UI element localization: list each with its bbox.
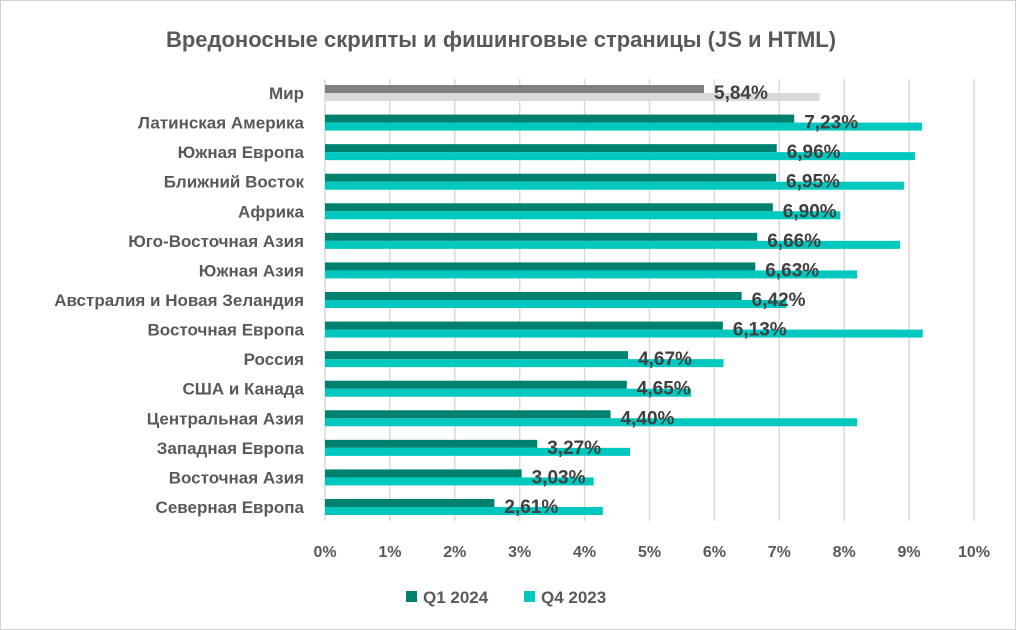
bar-q1-2024	[325, 232, 758, 241]
legend-label: Q4 2023	[541, 588, 606, 607]
bar-q1-2024	[325, 292, 742, 300]
bar-q1-2024	[325, 439, 538, 448]
bar-q1-2024	[325, 351, 629, 360]
bar-q4-2023	[325, 359, 724, 368]
x-tick-label: 4%	[573, 544, 596, 561]
bar-q4-2023	[325, 447, 631, 456]
bar-q1-2024	[325, 410, 611, 419]
bar-q1-2024	[325, 499, 495, 507]
category-label: Латинская Америка	[138, 114, 305, 133]
x-tick-label: 1%	[378, 544, 401, 561]
bar-q1-2024	[325, 173, 777, 182]
data-label: 2,61%	[504, 497, 558, 518]
category-label: Западная Европа	[157, 439, 305, 458]
bar-q4-2023	[325, 152, 915, 161]
category-label: Восточная Европа	[148, 321, 305, 340]
category-label: Южная Европа	[178, 143, 305, 162]
category-label: Юго-Восточная Азия	[128, 232, 304, 251]
category-label: США и Канада	[182, 380, 304, 399]
bar-q4-2023	[325, 388, 692, 397]
bar-q4-2023	[325, 270, 858, 279]
bar-q1-2024	[325, 203, 773, 212]
data-label: 6,95%	[786, 172, 840, 193]
legend-label: Q1 2024	[423, 588, 489, 607]
bar-q1-2024	[325, 144, 777, 153]
data-label: 4,40%	[621, 408, 675, 429]
bar-q4-2023	[325, 418, 858, 427]
category-label: Австралия и Новая Зеландия	[54, 291, 304, 310]
data-label: 3,03%	[532, 467, 586, 488]
x-tick-label: 5%	[638, 544, 661, 561]
data-label: 6,96%	[787, 142, 841, 163]
data-label: 7,23%	[804, 113, 858, 134]
data-label: 6,13%	[733, 320, 787, 341]
category-label: Ближний Восток	[164, 173, 305, 192]
category-label: Южная Азия	[199, 261, 304, 280]
bar-q1-2024	[325, 380, 627, 389]
category-label: Северная Европа	[156, 498, 305, 517]
bar-q4-2023	[325, 181, 904, 190]
x-tick-label: 8%	[833, 544, 856, 561]
x-tick-label: 6%	[703, 544, 726, 561]
bar-q4-2023	[325, 122, 923, 131]
data-label: 6,42%	[752, 290, 806, 311]
data-label: 6,90%	[783, 201, 837, 222]
bar-q1-2024	[325, 85, 705, 93]
x-tick-label: 9%	[898, 544, 921, 561]
category-label: Восточная Азия	[169, 468, 304, 487]
bar-q4-2023	[325, 477, 594, 486]
bar-q4-2023	[325, 93, 820, 101]
bar-q1-2024	[325, 262, 756, 271]
legend-swatch	[524, 591, 535, 602]
bar-q4-2023	[325, 507, 603, 515]
bar-q1-2024	[325, 469, 522, 478]
legend-swatch	[406, 591, 417, 602]
x-tick-label: 0%	[313, 544, 336, 561]
data-label: 4,65%	[637, 379, 691, 400]
x-tick-label: 7%	[768, 544, 791, 561]
bar-q4-2023	[325, 240, 901, 249]
data-label: 3,27%	[547, 438, 601, 459]
bar-q1-2024	[325, 114, 795, 123]
bar-q1-2024	[325, 321, 723, 330]
x-tick-label: 2%	[443, 544, 466, 561]
data-label: 6,63%	[765, 260, 819, 281]
bar-q4-2023	[325, 300, 787, 308]
category-label: Африка	[238, 202, 304, 221]
x-tick-label: 3%	[508, 544, 531, 561]
category-label: Мир	[269, 84, 304, 103]
bar-q4-2023	[325, 211, 841, 220]
data-label: 4,67%	[638, 349, 692, 370]
x-tick-label: 10%	[958, 544, 990, 561]
category-label: Центральная Азия	[147, 409, 304, 428]
bar-q4-2023	[325, 329, 923, 338]
chart-title: Вредоносные скрипты и фишинговые страниц…	[166, 27, 836, 52]
category-label: Россия	[244, 350, 304, 369]
data-label: 5,84%	[714, 83, 768, 104]
data-label: 6,66%	[767, 231, 821, 252]
